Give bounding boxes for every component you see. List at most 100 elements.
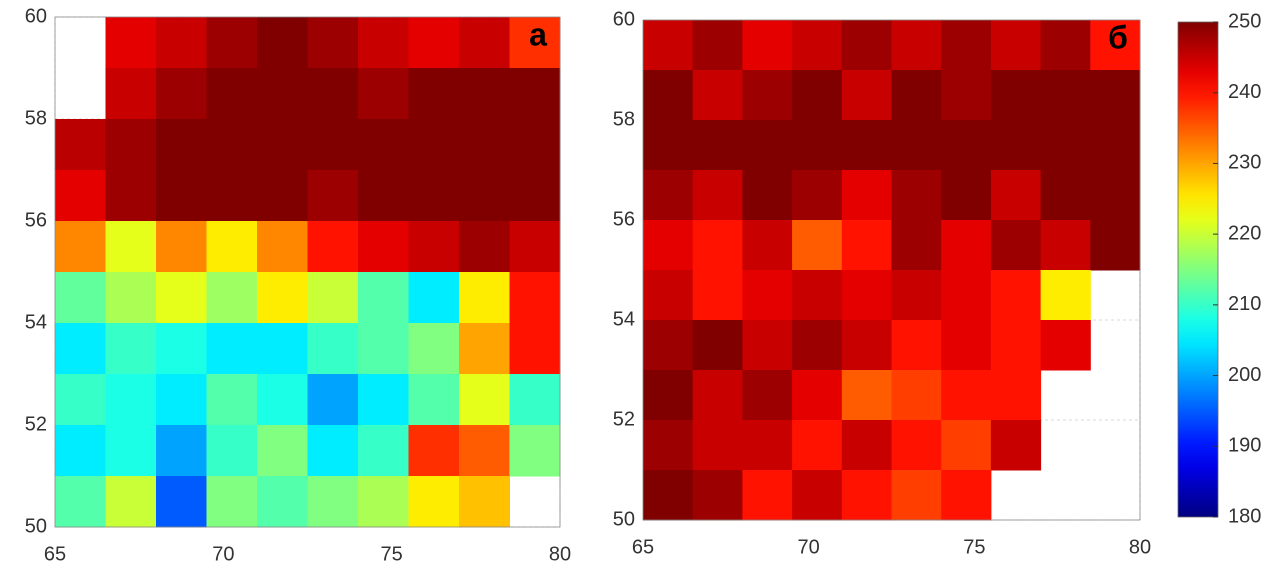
heatmap-cell [409,425,460,477]
heatmap-cell [892,370,942,421]
heatmap-cells [55,17,561,528]
heatmap-cell [358,272,409,324]
heatmap-cell [1041,220,1091,271]
heatmap-cell [742,270,792,321]
heatmap-cell [106,476,157,528]
heatmap-cell [257,170,308,222]
heatmap-cell [892,320,942,371]
heatmap-cell [55,170,106,222]
heatmap-cell [308,425,359,477]
heatmap-cell [358,476,409,528]
heatmap-cell [1090,220,1140,271]
y-tick-label: 50 [613,508,635,530]
y-tick-label: 52 [613,408,635,430]
heatmap-cell [459,272,510,324]
heatmap-cell [106,17,157,69]
y-tick-label: 60 [25,5,47,27]
colorbar-tick-label: 250 [1228,10,1261,32]
heatmap-cell [693,20,743,71]
heatmap-cell [257,119,308,171]
heatmap-cell [742,170,792,221]
heatmap-cell [991,370,1041,421]
heatmap-cell [742,120,792,171]
heatmap-cell [842,20,892,71]
heatmap-cell [459,17,510,69]
heatmap-cell [510,68,561,120]
heatmap-cell [892,20,942,71]
heatmap-cell [358,221,409,273]
heatmap-cell [792,20,842,71]
heatmap-cell [358,17,409,69]
figure: 65707580505254565860а6570758050525456586… [0,0,1274,573]
heatmap-cell [156,476,207,528]
y-tick-label: 58 [25,107,47,129]
heatmap-cell [308,272,359,324]
colorbar-tick-label: 180 [1228,505,1261,527]
heatmap-cell [742,470,792,521]
heatmap-cell [941,220,991,271]
y-tick-label: 50 [25,515,47,537]
heatmap-cell [792,470,842,521]
y-tick-label: 58 [613,108,635,130]
heatmap-cell [991,20,1041,71]
heatmap-cell [409,476,460,528]
heatmap-cell [842,170,892,221]
heatmap-cell [257,476,308,528]
x-tick-label: 70 [798,536,820,558]
colorbar-tick-label: 230 [1228,152,1261,174]
heatmap-cell [742,370,792,421]
heatmap-cell [106,119,157,171]
heatmap-cell [156,17,207,69]
heatmap-cell [409,323,460,375]
heatmap-cell [941,20,991,71]
y-tick-label: 54 [613,308,635,330]
heatmap-cell [991,320,1041,371]
heatmap-cell [693,320,743,371]
heatmap-cell [308,374,359,426]
heatmap-cell [459,374,510,426]
heatmap-cell [1041,170,1091,221]
heatmap-cell [1090,120,1140,171]
heatmap-cell [643,120,693,171]
heatmap-cell [991,170,1041,221]
heatmap-cell [156,170,207,222]
heatmap-cell [106,323,157,375]
heatmap-cell [257,425,308,477]
heatmap-cell [358,323,409,375]
heatmap-cell [792,320,842,371]
heatmap-cell [792,220,842,271]
heatmap-cell [792,270,842,321]
panel-label: а [529,16,547,52]
heatmap-cell [693,120,743,171]
heatmap-cell [257,323,308,375]
x-tick-label: 80 [549,543,571,565]
heatmap-cell [842,370,892,421]
heatmap-cell [510,323,561,375]
heatmap-cell [892,220,942,271]
heatmap-cell [941,420,991,471]
heatmap-cell [106,272,157,324]
heatmap-cell [55,221,106,273]
heatmap-cell [941,370,991,421]
heatmap-cell [991,70,1041,121]
heatmap-cell [792,120,842,171]
heatmap-cell [156,221,207,273]
heatmap-cell [693,370,743,421]
heatmap-cell [643,220,693,271]
heatmap-cell [1041,120,1091,171]
heatmap-cell [941,320,991,371]
heatmap-cell [991,220,1041,271]
heatmap-cell [358,119,409,171]
heatmap-cell [842,70,892,121]
heatmap-cell [358,170,409,222]
heatmap-cell [358,425,409,477]
heatmap-cell [510,374,561,426]
heatmap-cell [257,68,308,120]
heatmap-cell [742,20,792,71]
heatmap-cell [55,323,106,375]
heatmap-cell [792,170,842,221]
heatmap-cell [308,476,359,528]
heatmap-cell [55,476,106,528]
heatmap-cell [156,425,207,477]
heatmap-cell [1041,270,1091,321]
